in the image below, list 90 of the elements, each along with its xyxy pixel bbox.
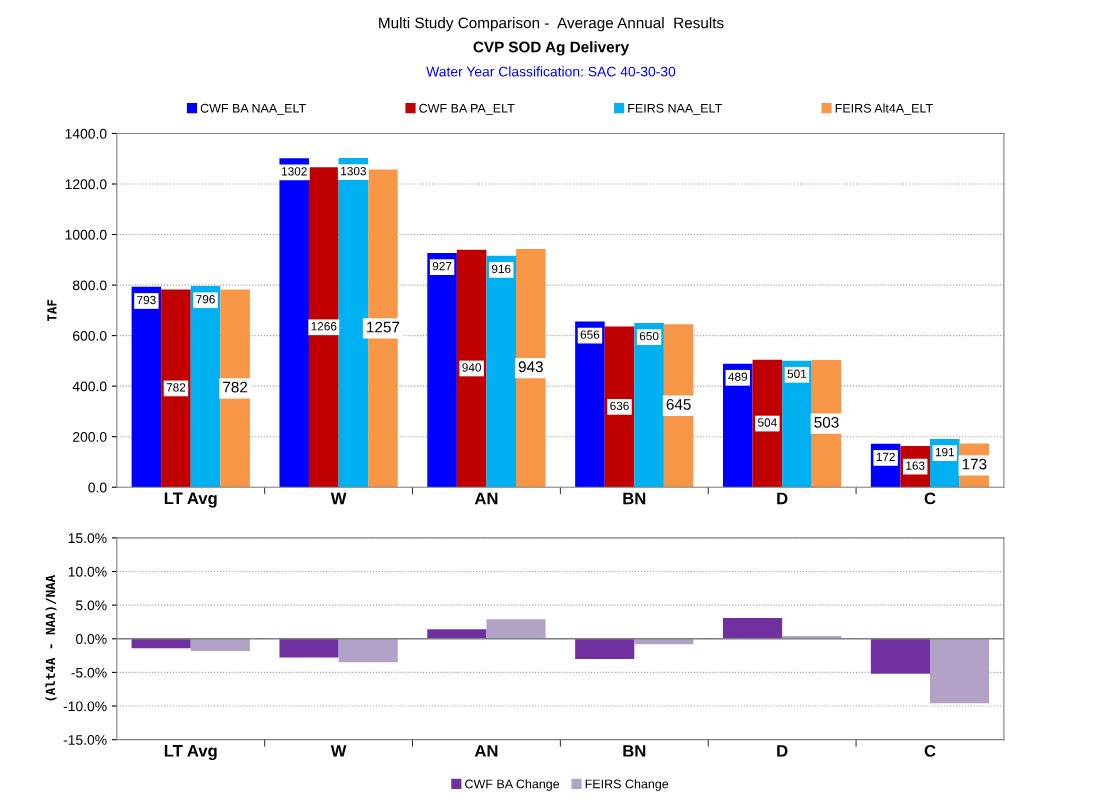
x-tick-label: BN <box>623 492 646 505</box>
bar <box>309 167 339 488</box>
x-tick-label: D <box>777 492 788 505</box>
y-tick-label: 0.0 <box>88 482 107 493</box>
chart-subtitle: CVP SOD Ag Delivery <box>473 41 630 56</box>
data-label: 191 <box>935 447 955 457</box>
bar <box>190 638 250 651</box>
bar <box>575 321 605 488</box>
bar <box>752 359 783 488</box>
x-tick-label: BN <box>623 745 646 757</box>
legend-label: CWF BA NAA_ELT <box>200 103 306 116</box>
bar <box>930 638 990 704</box>
data-label: 916 <box>491 264 511 274</box>
data-label: 796 <box>196 295 215 304</box>
y-tick-label: 1000.0 <box>65 229 107 240</box>
data-label: 943 <box>518 361 543 373</box>
data-label: 656 <box>580 330 600 339</box>
data-label: 163 <box>906 461 925 470</box>
bar <box>220 289 250 488</box>
legend-label: FEIRS Change <box>585 779 669 791</box>
bar <box>870 638 930 674</box>
data-label: 172 <box>876 452 895 461</box>
x-tick-label: LT Avg <box>164 745 217 761</box>
x-tick-label: C <box>924 744 936 757</box>
legend-label: FEIRS Alt4A_ELT <box>835 103 933 116</box>
bar <box>338 157 369 488</box>
y-axis-title: TAF <box>47 299 57 322</box>
x-tick-label: C <box>924 492 936 505</box>
y-tick-label: 10.0% <box>68 566 107 577</box>
y-tick-label: 0.0% <box>75 634 107 644</box>
y-axis-title: (Alt4A - NAA)/NAA <box>45 575 57 701</box>
y-tick-label: -10.0% <box>63 701 107 712</box>
bar <box>190 286 221 488</box>
y-tick-label: 5.0% <box>75 600 107 611</box>
data-label: 636 <box>610 401 629 411</box>
data-label: 782 <box>223 381 248 393</box>
data-label: 501 <box>787 369 807 378</box>
legend-label: FEIRS NAA_ELT <box>628 103 722 116</box>
y-tick-label: -15.0% <box>63 735 107 745</box>
y-tick-label: 800.0 <box>72 280 107 291</box>
data-label: 650 <box>639 331 659 341</box>
bar <box>131 638 191 649</box>
data-label: 173 <box>962 458 987 470</box>
x-tick-label: AN <box>474 745 498 757</box>
bar <box>516 248 546 488</box>
y-tick-label: 600.0 <box>73 330 107 341</box>
data-label: 489 <box>728 372 748 381</box>
data-label: 1302 <box>282 167 307 176</box>
bar <box>161 289 191 488</box>
data-label: 1303 <box>341 166 366 176</box>
bar <box>486 619 546 639</box>
data-label: 1266 <box>311 322 337 331</box>
x-tick-label: W <box>330 492 347 505</box>
data-label: 504 <box>757 418 777 427</box>
data-label: 793 <box>137 295 156 305</box>
y-tick-label: -5.0% <box>71 667 107 678</box>
bar <box>604 326 635 488</box>
data-label: 503 <box>814 416 839 428</box>
bar <box>723 617 783 639</box>
bar <box>131 286 162 488</box>
x-tick-label: W <box>330 745 347 757</box>
bar <box>427 629 487 639</box>
data-label: 1257 <box>367 321 400 333</box>
bar <box>427 252 457 488</box>
x-tick-label: D <box>777 745 788 757</box>
bar <box>782 360 812 488</box>
y-tick-label: 200.0 <box>73 432 107 442</box>
data-label: 782 <box>166 383 186 392</box>
legend-label: CWF BA Change <box>465 779 560 791</box>
y-tick-label: 1200.0 <box>65 179 107 190</box>
bar <box>338 638 398 663</box>
bar <box>634 638 694 645</box>
bar <box>279 638 339 658</box>
bar <box>456 249 487 488</box>
bar <box>279 158 310 488</box>
data-label: 927 <box>432 261 452 271</box>
y-tick-label: 1400.0 <box>65 128 107 139</box>
y-tick-label: 15.0% <box>68 533 107 544</box>
legend-label: CWF BA PA_ELT <box>419 103 515 116</box>
x-tick-label: AN <box>474 492 498 505</box>
data-label: 645 <box>666 399 691 410</box>
y-tick-label: 400.0 <box>72 381 107 392</box>
bar <box>634 322 664 488</box>
bar <box>575 638 635 659</box>
chart-title: Multi Study Comparison - Average Annual Results <box>379 17 724 32</box>
data-label: 940 <box>462 363 482 372</box>
bar <box>486 255 517 488</box>
x-tick-label: LT Avg <box>164 492 217 508</box>
text: Water Year Classification: SAC 40-30-30 <box>426 66 676 77</box>
bar <box>723 363 753 488</box>
